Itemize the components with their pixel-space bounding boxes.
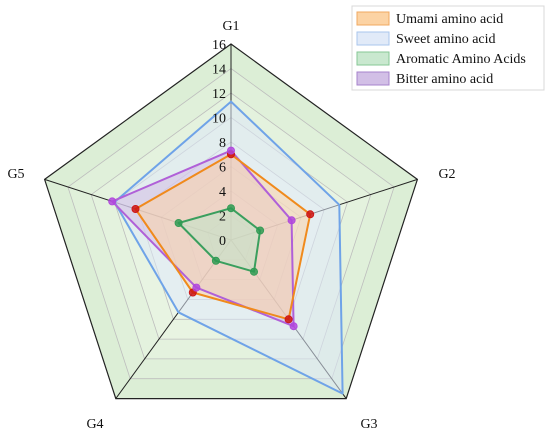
- marker-bitter-amino-acid-G5: [108, 197, 117, 206]
- marker-bitter-amino-acid-G3: [289, 322, 298, 331]
- legend-label-umami: Umami amino acid: [396, 12, 503, 27]
- tick-label-0: 0: [219, 234, 226, 249]
- legend-label-sweet: Sweet amino acid: [396, 32, 496, 47]
- axis-labels: G1 G2 G3 G4 G5: [7, 19, 455, 432]
- marker-bitter-amino-acid-G4: [192, 283, 201, 292]
- tick-label-14: 14: [212, 63, 226, 78]
- outline-umami-amino-acid: [134, 153, 312, 321]
- legend: Umami amino acid Sweet amino acid Aromat…: [351, 5, 545, 91]
- legend-label-bitter: Bitter amino acid: [396, 72, 493, 87]
- tick-label-6: 6: [219, 161, 226, 176]
- legend-swatch-umami: [356, 11, 390, 26]
- tick-label-2: 2: [219, 210, 226, 225]
- series-markers: [108, 146, 315, 331]
- marker-umami-amino-acid-G2: [306, 210, 315, 219]
- axis-label-G5: G5: [7, 167, 24, 182]
- legend-swatch-sweet: [356, 31, 390, 46]
- tick-label-10: 10: [212, 112, 226, 127]
- marker-aromatic-amino-acids-G5: [174, 218, 183, 227]
- marker-aromatic-amino-acids-G2: [256, 226, 265, 235]
- marker-umami-amino-acid-G3: [284, 315, 293, 324]
- tick-label-12: 12: [212, 87, 226, 102]
- marker-umami-amino-acid-G5: [131, 204, 140, 213]
- axis-label-G3: G3: [360, 417, 377, 432]
- marker-bitter-amino-acid-G2: [287, 216, 296, 225]
- outline-aromatic-amino-acids: [177, 207, 262, 273]
- axis-label-G2: G2: [438, 167, 455, 182]
- radial-tick-labels: 0 2 4 6 8 10 12 14 16: [212, 38, 226, 249]
- marker-aromatic-amino-acids-G4: [211, 256, 220, 265]
- tick-label-8: 8: [219, 136, 226, 151]
- legend-swatch-bitter: [356, 71, 390, 86]
- marker-bitter-amino-acid-G1: [226, 146, 235, 155]
- area-aromatic-amino-acids: [178, 208, 261, 272]
- axis-label-G1: G1: [222, 19, 239, 34]
- series-outlines: [111, 100, 344, 395]
- legend-label-aromatic: Aromatic Amino Acids: [396, 52, 526, 67]
- axis-label-G4: G4: [86, 417, 103, 432]
- outline-sweet-amino-acid: [113, 100, 344, 395]
- tick-label-4: 4: [219, 185, 226, 200]
- legend-swatch-aromatic: [356, 51, 390, 66]
- marker-aromatic-amino-acids-G3: [249, 267, 258, 276]
- tick-label-16: 16: [212, 38, 226, 53]
- marker-aromatic-amino-acids-G1: [226, 204, 235, 213]
